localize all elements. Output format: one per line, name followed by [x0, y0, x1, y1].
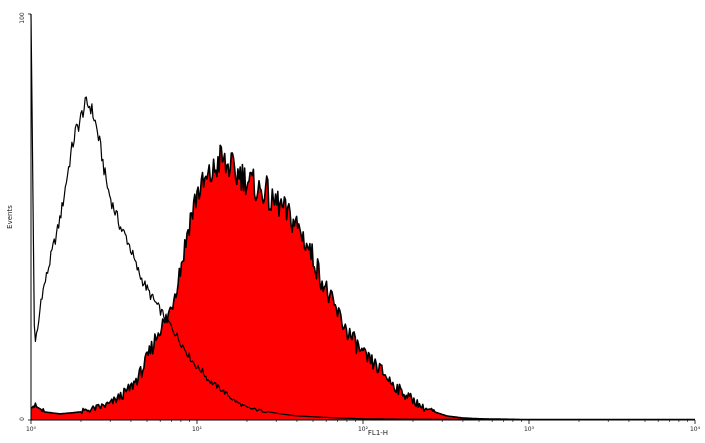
y-tick-label: 100 — [19, 12, 26, 24]
x-axis-label: FL1-H — [368, 429, 388, 437]
y-tick-label: 0 — [19, 417, 26, 421]
filled-histogram-area — [31, 145, 695, 421]
x-tick-label: 10³ — [524, 426, 535, 433]
y-axis-label: Events — [6, 205, 14, 229]
x-tick-label: 10¹ — [192, 426, 203, 433]
x-tick-label: 10² — [358, 426, 369, 433]
filled-series-layer — [30, 144, 695, 421]
x-tick-label: 10⁰ — [26, 426, 37, 433]
ticks-layer: 10⁰ 10¹ 10² 10³ 10⁴ 0 100 — [19, 12, 701, 433]
x-tick-label: 10⁴ — [690, 426, 701, 433]
